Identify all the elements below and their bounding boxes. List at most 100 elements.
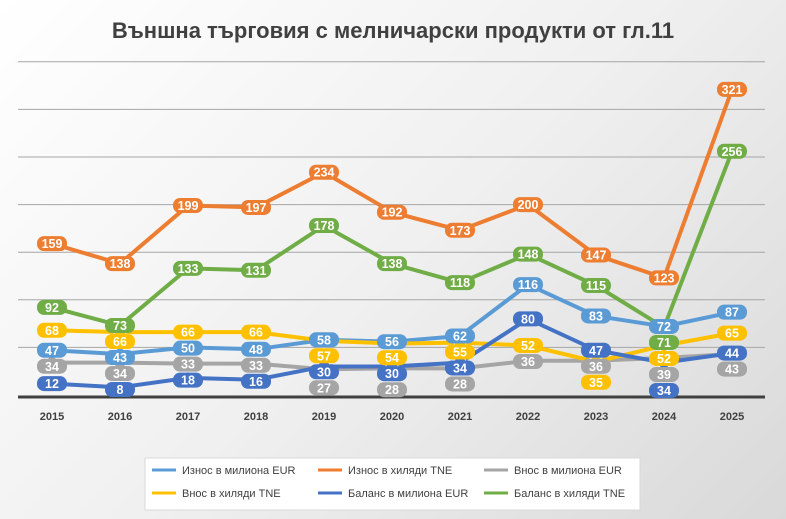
data-label: 66 <box>113 335 127 349</box>
data-label-background <box>445 275 475 291</box>
data-label: 83 <box>589 309 603 323</box>
data-label: 159 <box>42 237 63 251</box>
data-label-background <box>581 374 611 390</box>
data-label-background <box>241 262 271 278</box>
data-label-background <box>173 340 203 356</box>
x-tick-label: 2021 <box>448 411 472 423</box>
data-label-background <box>105 334 135 350</box>
data-label: 34 <box>453 361 467 375</box>
data-label: 192 <box>382 206 403 220</box>
data-label-background <box>513 197 543 213</box>
data-label-background <box>513 246 543 262</box>
data-label-background <box>377 334 407 350</box>
x-tick-label: 2019 <box>312 411 336 423</box>
data-label: 200 <box>518 198 539 212</box>
data-label-background <box>309 218 339 234</box>
data-label: 92 <box>45 301 59 315</box>
x-tick-label: 2020 <box>380 411 404 423</box>
data-label-background <box>513 353 543 369</box>
data-label: 28 <box>385 383 399 397</box>
data-label: 48 <box>249 343 263 357</box>
data-label: 173 <box>450 224 471 238</box>
data-label-background <box>105 382 135 398</box>
data-label: 30 <box>385 367 399 381</box>
data-label: 115 <box>586 279 606 293</box>
data-label: 57 <box>317 349 331 363</box>
data-label-background <box>173 260 203 276</box>
data-label-background <box>241 199 271 215</box>
data-label-background <box>309 164 339 180</box>
data-label: 148 <box>518 248 539 262</box>
data-label: 118 <box>450 276 470 290</box>
data-label-background <box>513 277 543 293</box>
data-label-background <box>37 376 67 392</box>
data-label-background <box>717 361 747 377</box>
data-label-background <box>581 342 611 358</box>
data-label-background <box>717 345 747 361</box>
x-tick-label: 2017 <box>176 411 200 423</box>
data-label: 27 <box>317 381 331 395</box>
data-label-background <box>105 366 135 382</box>
data-label-background <box>445 222 475 238</box>
data-label: 28 <box>453 377 467 391</box>
data-label: 47 <box>45 344 59 358</box>
data-label: 33 <box>181 358 195 372</box>
data-label-background <box>173 356 203 372</box>
data-label-background <box>309 380 339 396</box>
data-label: 52 <box>521 339 535 353</box>
legend-label: Внос в милиона EUR <box>514 465 622 477</box>
x-tick-label: 2022 <box>516 411 540 423</box>
x-tick-label: 2023 <box>584 411 608 423</box>
data-label: 55 <box>453 345 467 359</box>
data-label-background <box>37 299 67 315</box>
data-label: 199 <box>178 199 199 213</box>
data-label: 34 <box>113 367 127 381</box>
data-label-background <box>241 324 271 340</box>
data-label-background <box>309 332 339 348</box>
data-label: 138 <box>110 257 131 271</box>
x-tick-label: 2016 <box>108 411 132 423</box>
data-label-background <box>377 366 407 382</box>
data-label: 66 <box>181 326 195 340</box>
legend-label: Баланс в милиона EUR <box>348 488 468 500</box>
data-label-background <box>445 360 475 376</box>
data-label: 35 <box>589 376 603 390</box>
data-label: 178 <box>314 219 335 233</box>
data-label: 197 <box>246 201 267 215</box>
data-label: 16 <box>249 375 263 389</box>
x-tick-label: 2025 <box>720 411 744 423</box>
data-label: 147 <box>586 249 607 263</box>
data-label: 52 <box>657 352 671 366</box>
data-label: 36 <box>521 355 535 369</box>
data-label-background <box>717 325 747 341</box>
data-label-background <box>105 350 135 366</box>
data-label-background <box>513 337 543 353</box>
data-label-background <box>37 236 67 252</box>
data-label: 321 <box>722 83 743 97</box>
data-label-background <box>581 308 611 324</box>
data-label: 56 <box>385 335 399 349</box>
data-label-background <box>105 256 135 272</box>
data-label: 43 <box>725 363 739 377</box>
data-label-background <box>37 342 67 358</box>
data-label-background <box>717 81 747 97</box>
data-label-background <box>377 256 407 272</box>
data-label-background <box>717 304 747 320</box>
legend-label: Износ в хиляди TNE <box>348 465 452 477</box>
data-label: 256 <box>722 145 743 159</box>
data-label: 73 <box>113 319 127 333</box>
x-tick-label: 2015 <box>40 411 64 423</box>
data-label-background <box>445 344 475 360</box>
data-label-background <box>309 364 339 380</box>
data-label: 33 <box>249 359 263 373</box>
chart-title: Външна търговия с мелничарски продукти о… <box>112 18 674 43</box>
data-label: 36 <box>589 360 603 374</box>
data-label-background <box>649 350 679 366</box>
data-label-background <box>513 311 543 327</box>
data-label-background <box>581 247 611 263</box>
legend-label: Баланс в хиляди TNE <box>514 488 625 500</box>
data-label-background <box>445 328 475 344</box>
data-label: 71 <box>657 336 671 350</box>
data-label-background <box>649 318 679 334</box>
